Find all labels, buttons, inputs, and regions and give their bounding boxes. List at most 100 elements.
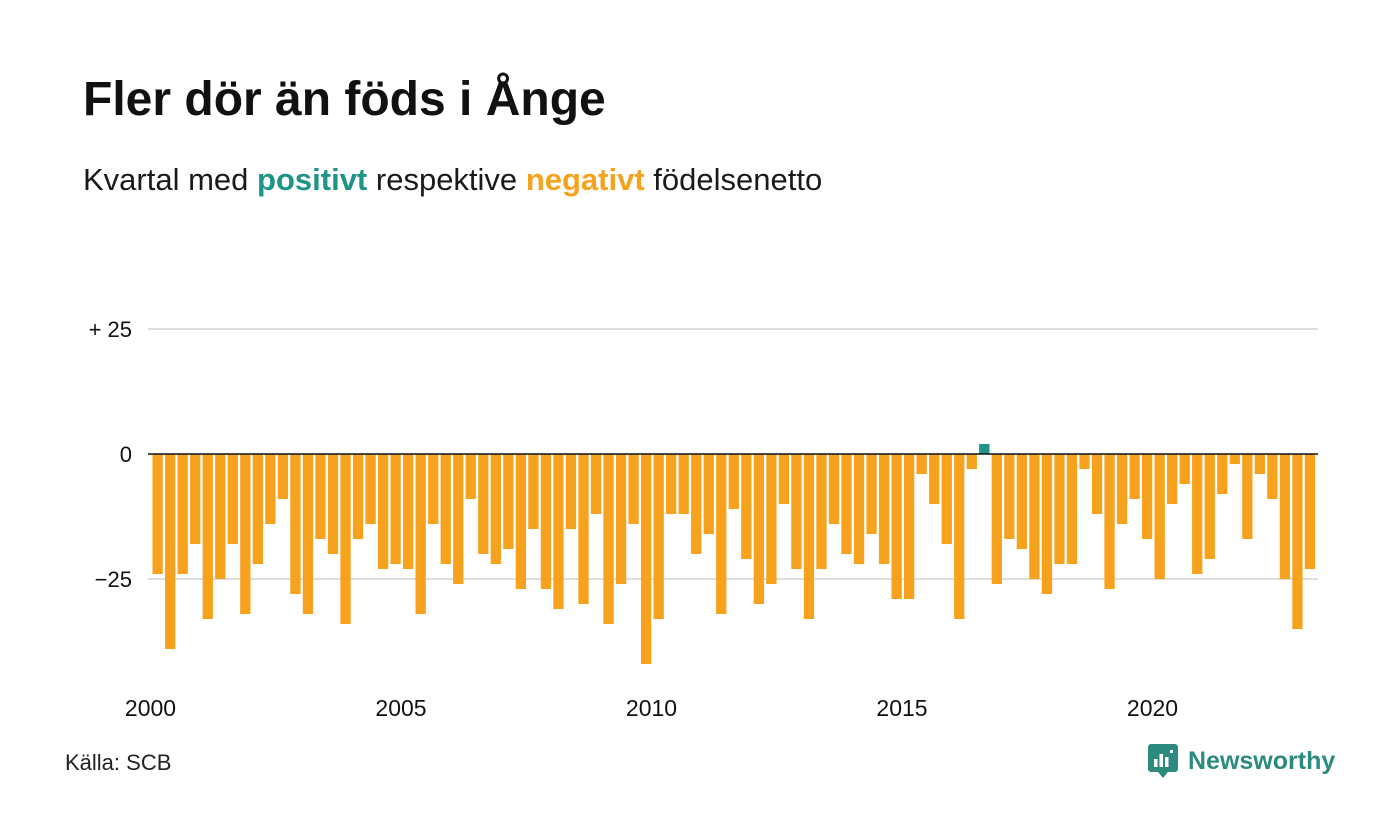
bar-negative — [1229, 454, 1240, 464]
bar-negative — [1116, 454, 1128, 524]
bar-negative — [640, 454, 652, 664]
y-tick-label: + 25 — [89, 317, 132, 342]
bar-negative — [803, 454, 815, 619]
source-label: Källa: SCB — [65, 750, 172, 775]
bar-negative — [753, 454, 764, 604]
subtitle-middle: respektive — [375, 162, 518, 197]
newsworthy-logo-icon — [1148, 744, 1178, 778]
bar-negative — [240, 454, 251, 614]
bar-negative — [277, 454, 289, 499]
y-tick-label: 0 — [120, 442, 132, 467]
bar-negative — [653, 454, 664, 619]
bar-negative — [1154, 454, 1165, 579]
bar-negative — [453, 454, 464, 584]
bar-negative — [1066, 454, 1078, 564]
chart-subtitle: Kvartal med positivt respektive negativt… — [83, 162, 822, 198]
bar-negative — [1041, 454, 1053, 594]
bar-negative — [528, 454, 539, 529]
brand-name: Newsworthy — [1188, 746, 1336, 775]
bar-negative — [791, 454, 802, 569]
bar-negative — [315, 454, 326, 539]
bar-negative — [691, 454, 702, 554]
bar-negative — [1079, 454, 1090, 469]
bar-negative — [165, 454, 176, 649]
bar-negative — [190, 454, 201, 544]
bar-negative — [440, 454, 451, 564]
bar-negative — [227, 454, 238, 544]
subtitle-positive-word: positivt — [257, 162, 368, 197]
bar-negative — [741, 454, 752, 559]
bar-negative — [1292, 454, 1303, 629]
brand: Newsworthy — [1148, 744, 1335, 778]
bar-negative — [1167, 454, 1178, 504]
bar-negative — [891, 454, 902, 599]
bar-negative — [265, 454, 276, 524]
bar-negative — [365, 454, 376, 524]
bar-negative — [628, 454, 639, 524]
bar-negative — [778, 454, 790, 504]
bar-negative — [1129, 454, 1140, 499]
x-tick-label: 2020 — [1127, 695, 1178, 721]
bar-negative — [853, 454, 865, 564]
bar-negative — [1304, 454, 1316, 569]
bar-negative — [415, 454, 426, 614]
bar-negative — [252, 454, 263, 564]
bar-negative — [1091, 454, 1103, 514]
bar-negative — [553, 454, 564, 609]
bar-negative — [666, 454, 677, 514]
bar-negative — [478, 454, 489, 554]
bar-negative — [991, 454, 1002, 584]
bar-negative — [177, 454, 188, 574]
x-tick-label: 2015 — [876, 695, 927, 721]
bar-negative — [503, 454, 514, 549]
bar-negative — [1029, 454, 1040, 579]
bar-negative — [403, 454, 414, 569]
bar-negative — [202, 454, 213, 619]
bar-negative — [878, 454, 890, 564]
bar-negative — [1104, 454, 1115, 589]
bar-negative — [816, 454, 827, 569]
x-tick-label: 2005 — [375, 695, 426, 721]
bar-negative — [390, 454, 401, 564]
bar-negative — [428, 454, 439, 524]
bar-negative — [703, 454, 714, 534]
bar-negative — [152, 454, 163, 574]
bar-negative — [215, 454, 226, 579]
x-tick-label: 2010 — [626, 695, 677, 721]
bar-negative — [1192, 454, 1203, 574]
bar-negative — [290, 454, 301, 594]
bar-negative — [1267, 454, 1278, 499]
y-tick-label: −25 — [95, 567, 132, 592]
bar-negative — [465, 454, 476, 499]
bar-negative — [615, 454, 627, 584]
bar-negative — [352, 454, 364, 539]
bar-negative — [1016, 454, 1028, 549]
bar-negative — [766, 454, 777, 584]
bar-negative — [578, 454, 589, 604]
bar-negative — [302, 454, 314, 614]
bar-negative — [377, 454, 389, 569]
bar-negative — [716, 454, 727, 614]
bar-negative — [728, 454, 739, 509]
bar-negative — [1242, 454, 1253, 539]
bar-negative — [1204, 454, 1215, 559]
subtitle-prefix: Kvartal med — [83, 162, 249, 197]
bar-negative — [904, 454, 915, 599]
bar-positive — [979, 444, 990, 454]
bar-negative — [916, 454, 927, 474]
bar-negative — [1054, 454, 1065, 564]
bar-negative — [1179, 454, 1190, 484]
bar-negative — [590, 454, 602, 514]
bar-negative — [941, 454, 952, 544]
bar-negative — [340, 454, 351, 624]
bar-negative — [1254, 454, 1265, 474]
bar-negative — [678, 454, 689, 514]
bar-negative — [515, 454, 527, 589]
subtitle-suffix: födelsenetto — [653, 162, 823, 197]
bar-negative — [1004, 454, 1015, 539]
bar-negative — [954, 454, 965, 619]
bar-negative — [866, 454, 877, 534]
subtitle-negative-word: negativt — [525, 162, 645, 197]
bar-negative — [1217, 454, 1228, 494]
